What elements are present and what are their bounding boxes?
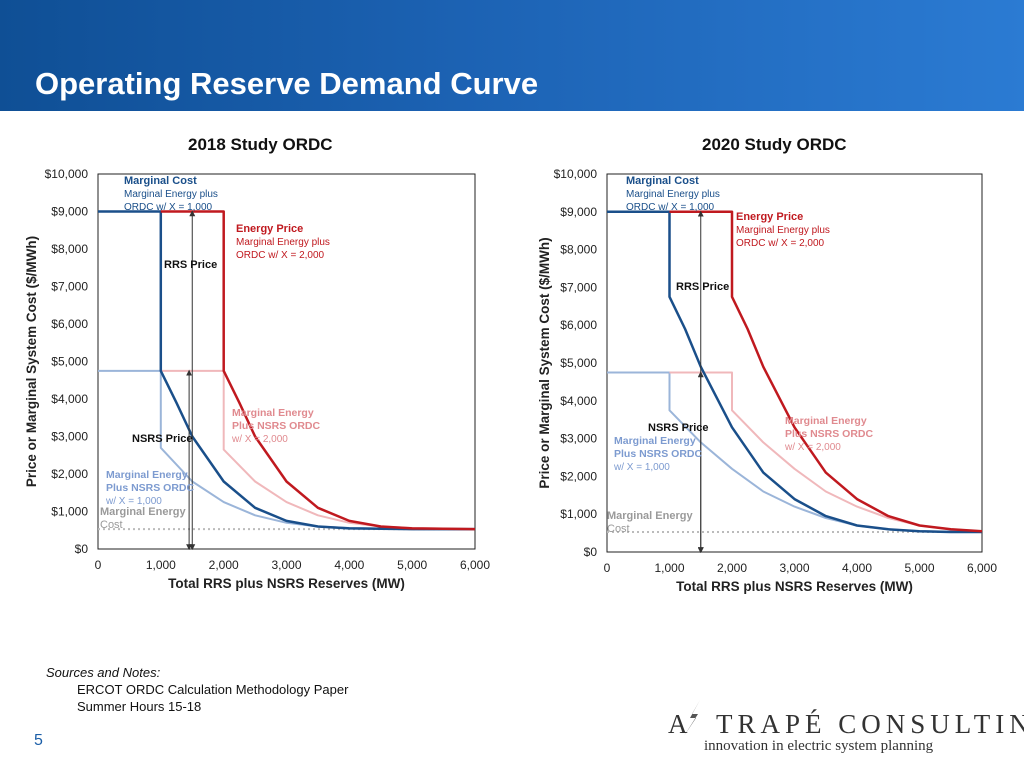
annotation-energy-price: Energy Price — [736, 211, 803, 223]
x-axis-label: Total RRS plus NSRS Reserves (MW) — [676, 579, 913, 594]
x-tick-label: 5,000 — [397, 558, 427, 572]
chart-title-2020: 2020 Study ORDC — [702, 135, 847, 154]
notes-heading: Sources and Notes: — [46, 665, 161, 680]
y-tick-label: $2,000 — [560, 469, 597, 483]
y-tick-label: $4,000 — [51, 392, 88, 406]
annotation-text: w/ X = 1,000 — [105, 496, 162, 507]
y-tick-label: $10,000 — [45, 167, 89, 181]
y-axis-label: Price or Marginal System Cost ($/MWh) — [24, 236, 39, 487]
annotation-text: Marginal Energy plus — [736, 225, 830, 236]
y-tick-label: $4,000 — [560, 394, 597, 408]
annotation-rrs-price: RRS Price — [676, 281, 729, 293]
annotation-text: Plus NSRS ORDC — [106, 482, 195, 494]
annotation-text: w/ X = 2,000 — [784, 442, 841, 453]
annotation-text: Plus NSRS ORDC — [232, 420, 321, 432]
x-tick-label: 0 — [95, 558, 102, 572]
logo-mark-icon — [684, 700, 700, 736]
annotation-nsrs-price: NSRS Price — [132, 433, 193, 445]
annotation-text: ORDC w/ X = 1,000 — [626, 202, 715, 213]
y-tick-label: $8,000 — [560, 243, 597, 257]
y-tick-label: $6,000 — [51, 317, 88, 331]
y-tick-label: $7,000 — [51, 280, 88, 294]
x-tick-label: 6,000 — [460, 558, 490, 572]
y-tick-label: $9,000 — [51, 205, 88, 219]
series-energy-price — [669, 210, 983, 533]
logo-name: A TRAPÉ CONSULTING — [668, 709, 1024, 740]
logo-name-rest: TRAPÉ CONSULTING — [716, 709, 1024, 739]
annotation-text: Plus NSRS ORDC — [785, 428, 874, 440]
annotation-text: ORDC w/ X = 2,000 — [736, 238, 825, 249]
y-tick-label: $1,000 — [560, 507, 597, 521]
annotation-text: ORDC w/ X = 1,000 — [124, 202, 213, 213]
x-tick-label: 1,000 — [654, 561, 684, 575]
annotation-text: ORDC w/ X = 2,000 — [236, 250, 325, 261]
y-tick-label: $5,000 — [51, 355, 88, 369]
annotation-text: Marginal Energy — [106, 469, 188, 481]
notes-item: ERCOT ORDC Calculation Methodology Paper — [77, 682, 349, 697]
annotation-text: w/ X = 2,000 — [231, 434, 288, 445]
annotation-text: Marginal Energy — [614, 435, 696, 447]
astrape-logo: A TRAPÉ CONSULTING innovation in electri… — [662, 697, 1024, 759]
x-tick-label: 2,000 — [717, 561, 747, 575]
y-tick-label: $9,000 — [560, 205, 597, 219]
marginal-energy-cost-label: Marginal Energy — [100, 506, 186, 518]
y-tick-label: $1,000 — [51, 505, 88, 519]
y-tick-label: $2,000 — [51, 467, 88, 481]
page-title: Operating Reserve Demand Curve — [35, 66, 539, 101]
y-tick-label: $10,000 — [554, 167, 598, 181]
y-tick-label: $3,000 — [560, 432, 597, 446]
notes-item: Summer Hours 15-18 — [77, 699, 202, 714]
annotation-text: Marginal Energy plus — [236, 237, 330, 248]
ordc-chart-2020: $0 $1,000 $2,000 $3,000 $4,000 $5,000 $6,000 $7… — [537, 167, 997, 594]
x-tick-label: 3,000 — [271, 558, 301, 572]
logo-tagline: innovation in electric system planning — [704, 738, 934, 754]
annotation-marginal-cost: Marginal Cost — [124, 175, 197, 187]
annotation-energy-price: Energy Price — [236, 223, 303, 235]
annotation-marginal-cost: Marginal Cost — [626, 175, 699, 187]
ordc-chart-2018: $0 $1,000 $2,000 $3,000 $4,000 $5,000 $6,000 $7… — [24, 167, 490, 591]
annotation-text: Marginal Energy plus — [124, 189, 218, 200]
x-tick-label: 0 — [604, 561, 611, 575]
x-tick-label: 4,000 — [842, 561, 872, 575]
marginal-energy-cost-label: Cost — [100, 519, 123, 531]
x-tick-label: 4,000 — [334, 558, 364, 572]
annotation-nsrs-price: NSRS Price — [648, 422, 709, 434]
annotation-text: Plus NSRS ORDC — [614, 448, 703, 460]
y-tick-label: $7,000 — [560, 280, 597, 294]
series-energy-price — [160, 210, 476, 531]
sources-notes: Sources and Notes: ERCOT ORDC Calculatio… — [46, 664, 348, 715]
y-tick-label: $5,000 — [560, 356, 597, 370]
y-tick-label: $8,000 — [51, 242, 88, 256]
annotation-text: Marginal Energy plus — [626, 189, 720, 200]
annotation-text: Marginal Energy — [785, 415, 867, 427]
series-marginal-cost — [98, 210, 475, 531]
x-tick-label: 5,000 — [904, 561, 934, 575]
page-number: 5 — [34, 732, 43, 749]
y-axis-label: Price or Marginal System Cost ($/MWh) — [537, 237, 552, 488]
chart-title-2018: 2018 Study ORDC — [188, 135, 333, 154]
x-tick-label: 3,000 — [779, 561, 809, 575]
logo-name-first: A — [668, 709, 693, 739]
x-tick-label: 6,000 — [967, 561, 997, 575]
y-tick-label: $0 — [75, 542, 89, 556]
x-tick-label: 2,000 — [209, 558, 239, 572]
marginal-energy-cost-label: Marginal Energy — [607, 510, 693, 522]
y-tick-label: $6,000 — [560, 318, 597, 332]
series-marginal-cost — [607, 210, 982, 534]
y-tick-label: $0 — [584, 545, 598, 559]
x-tick-label: 1,000 — [146, 558, 176, 572]
y-tick-label: $3,000 — [51, 430, 88, 444]
header-banner: Operating Reserve Demand Curve — [0, 0, 1024, 111]
x-axis-label: Total RRS plus NSRS Reserves (MW) — [168, 576, 405, 591]
annotation-text: Marginal Energy — [232, 407, 314, 419]
annotation-text: w/ X = 1,000 — [613, 462, 670, 473]
marginal-energy-cost-label: Cost — [607, 523, 630, 535]
annotation-rrs-price: RRS Price — [164, 259, 217, 271]
